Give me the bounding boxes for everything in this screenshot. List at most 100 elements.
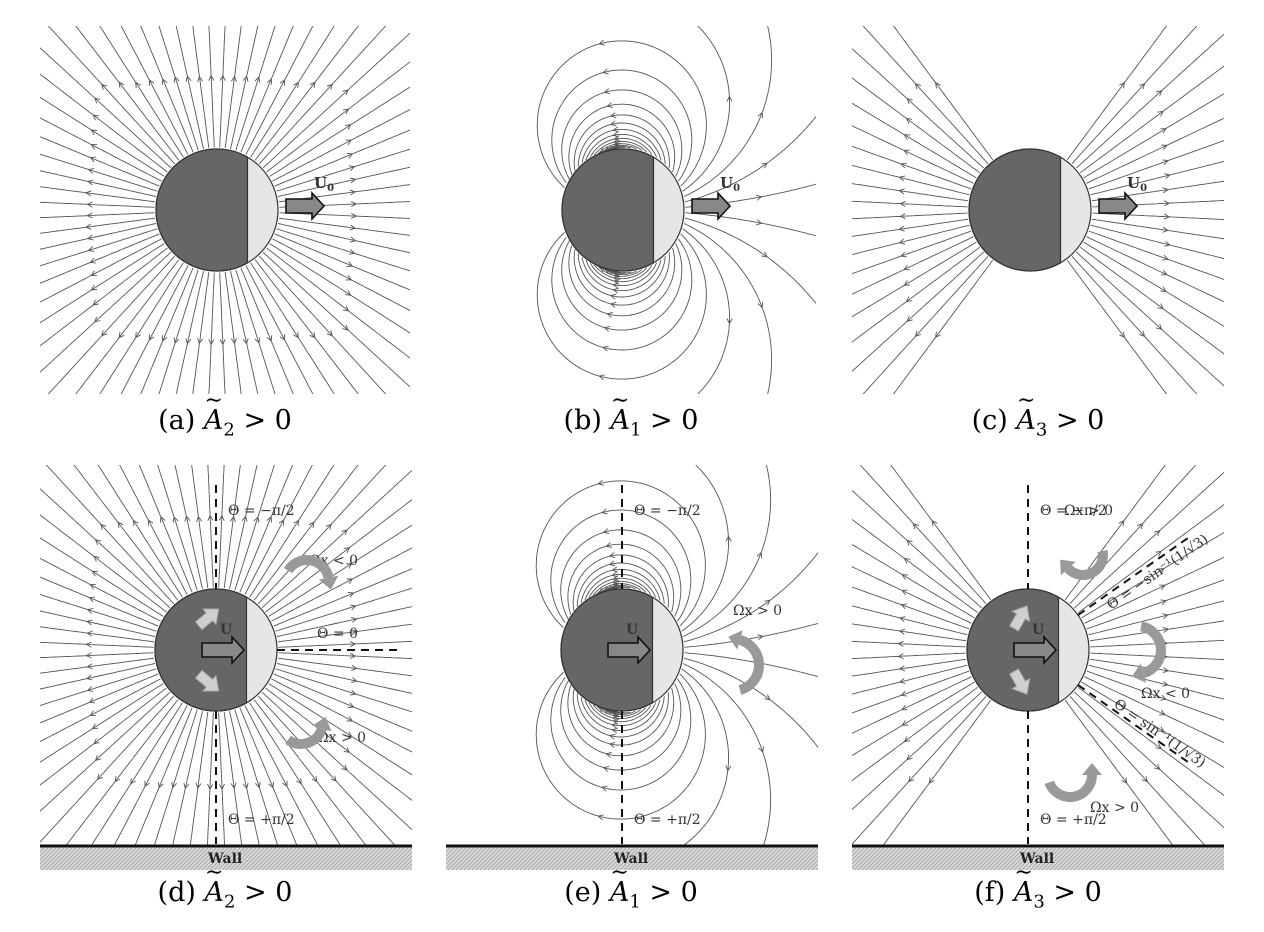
streamline [683,26,773,197]
wall-hatch [349,847,373,870]
streamline [276,663,412,694]
flow-direction-chevron [900,162,907,169]
streamline [40,136,160,187]
flow-direction-chevron [132,519,139,527]
wall-hatch [483,847,507,870]
wall-hatch [1197,847,1221,870]
annotations-b: U0 [691,174,740,222]
axis-lower-oblique [1077,684,1193,766]
particle-b [561,148,685,272]
wall-hatch [551,847,575,870]
wall-hatch [40,847,45,853]
flow-direction-chevron [1139,330,1146,338]
streamline [1088,230,1224,280]
wall-hatch [77,847,101,870]
wall-hatch [105,847,129,870]
caption-e-rel: > 0 [649,877,698,908]
wall-hatch [811,863,818,870]
wall-hatch [65,847,89,870]
streamline [682,465,772,637]
wall-hatch [799,851,818,870]
wall-hatch [447,847,471,870]
wall-hatch [775,847,799,870]
caption-a: (a) A2 > 0 [35,388,415,440]
streamline [1077,686,1224,796]
flow-direction-chevron [86,663,93,670]
flow-direction-chevron [905,117,913,124]
wall-hatch [446,847,451,853]
caption-e-symbol: A [610,860,630,908]
wall-hatch [1161,847,1185,870]
wall-hatch [643,847,667,870]
flow-direction-chevron [1155,743,1162,750]
wall-hatch [711,847,735,870]
streamline [99,262,184,394]
streamline [1079,65,1224,174]
wall-hatch [627,847,651,870]
streamline [229,465,258,590]
caption-b: (b) A1 > 0 [441,388,821,440]
streamline [120,265,189,394]
caption-a-label: (a) [158,405,196,436]
flow-direction-chevron [1159,709,1166,716]
wall-hatch [249,847,273,870]
streamline [189,711,209,847]
streamline [40,153,158,192]
wall-hatch [1121,847,1145,870]
streamline [40,212,155,219]
streamline [266,61,410,173]
flow-direction-chevron [266,78,273,85]
wall-hatch [771,847,795,870]
streamline [75,26,180,161]
theta-asin-negative-label: Θ = −sin⁻¹(1/√3) [1104,531,1211,613]
wall-hatch [1109,847,1133,870]
streamline [1084,676,1224,744]
wall-hatch [763,847,787,870]
velocity-arrow [607,634,652,666]
streamline [852,212,968,220]
wall-hatch [285,847,309,870]
streamline [40,223,157,250]
wall-hatch [157,847,181,870]
streamline [852,518,979,614]
flow-direction-chevron [602,528,610,535]
streamline [588,577,652,598]
streamline [852,681,975,757]
streamline [852,670,970,714]
wall-hatch [599,847,623,870]
caption-e-sub: 1 [629,891,641,913]
streamline [1066,26,1168,161]
flow-direction-chevron [598,39,605,46]
flow-direction-chevron [346,731,353,738]
streamline [275,668,412,713]
flow-direction-chevron [758,746,765,753]
streamline [551,237,693,351]
flow-direction-chevron [598,374,605,381]
flow-direction-chevron [89,156,97,163]
wall-hatch [117,847,141,870]
wall-hatch [783,847,807,870]
streamline [40,488,171,609]
streamline [40,217,156,234]
streamline [892,259,994,394]
velocity-label: U0 [314,174,334,194]
caption-e-label: (e) [564,877,602,908]
streamline [40,73,168,173]
streamline [1091,180,1224,202]
flow-direction-chevron [293,519,300,527]
flow-direction-chevron [1162,667,1170,674]
wall-hatch [1077,847,1101,870]
caption-b-label: (b) [563,405,602,436]
streamline [40,641,154,648]
flow-direction-chevron [171,781,178,789]
streamline [249,465,335,598]
flow-direction-chevron [348,248,356,255]
wall-hatch [555,847,579,870]
streamline [274,233,410,291]
caption-c: (c) A3 > 0 [848,388,1228,440]
streamline [40,594,157,632]
streamline [253,699,367,847]
wall-hatch [297,847,321,870]
rotation-arrow-right-head [1131,663,1147,683]
wall-hatch [595,847,619,870]
